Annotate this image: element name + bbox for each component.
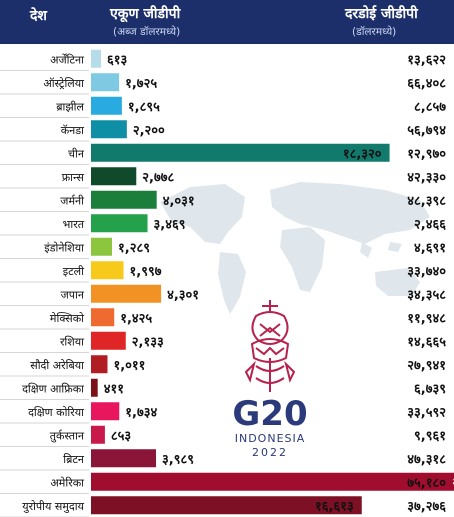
g20-indonesia-logo: G20 INDONESIA 2022: [232, 300, 308, 459]
per-capita-gdp-value-label: ७५,१८०: [407, 476, 446, 491]
gdp-bar: [91, 472, 454, 491]
gdp-bar: [91, 237, 113, 256]
total-gdp-unit: (अब्ज डॉलरमध्ये): [113, 26, 181, 38]
gdp-bar: [91, 261, 124, 280]
gdp-bar: [91, 167, 137, 186]
gdp-bar: [91, 284, 162, 303]
country-label: युरोपीय समुदाय: [22, 500, 84, 513]
total-gdp-value-label: ४११: [104, 382, 124, 397]
gdp-bar: [91, 308, 115, 327]
per-capita-gdp-unit: (डॉलरमध्ये): [352, 26, 397, 38]
total-gdp-value-label: ३,४६९: [154, 217, 186, 232]
total-gdp-value-label: १६,६१३: [315, 499, 354, 514]
total-gdp-value-label: ४,३०१: [167, 288, 199, 303]
total-gdp-value-label: १,७२५: [125, 76, 157, 91]
per-capita-gdp-value-label: ३३,५९२: [407, 405, 446, 420]
country-label: ब्रिटन: [63, 453, 85, 466]
country-label: मेक्सिको: [50, 312, 84, 325]
per-capita-gdp-value-label: ४८,३९८: [407, 194, 446, 209]
total-gdp-value-label: १,०११: [113, 358, 145, 373]
total-gdp-value-label: ३,९८९: [162, 452, 194, 467]
country-label: जपान: [61, 288, 85, 301]
total-gdp-value-label: २,१३३: [132, 335, 164, 350]
per-capita-gdp-column-title: दरडोई जीडीपी: [345, 6, 418, 22]
country-label: दक्षिण आफ्रिका: [22, 382, 84, 395]
per-capita-gdp-value-label: ४,६९१: [414, 241, 446, 256]
country-label: इंडोनेशिया: [44, 241, 84, 254]
world-map-background: [160, 182, 430, 314]
per-capita-gdp-value-label: ८,८५७: [414, 100, 446, 115]
total-gdp-value-label: १८,३२०: [343, 147, 382, 162]
per-capita-gdp-value-label: ४२,३३०: [407, 170, 446, 185]
per-capita-gdp-value-label: ९,९६१: [414, 429, 446, 444]
country-label: इटली: [63, 265, 84, 278]
country-label: फ्रान्स: [62, 171, 85, 184]
gdp-bar: [91, 96, 122, 115]
gdp-bar: [91, 143, 390, 162]
column-header-bar: देश एकूण जीडीपी (अब्ज डॉलरमध्ये) दरडोई ज…: [0, 0, 454, 44]
gdp-bar: [91, 378, 98, 397]
country-label: रशिया: [60, 335, 84, 348]
country-label: भारत: [63, 218, 85, 231]
total-gdp-column-title: एकूण जीडीपी: [110, 6, 181, 22]
country-label: तुर्कस्तान: [50, 429, 85, 442]
gdp-bar: [91, 402, 120, 421]
country-label: अर्जेंटिना: [50, 53, 84, 66]
per-capita-gdp-value-label: ३७,२७६: [407, 499, 446, 514]
gdp-bar: [91, 425, 105, 444]
country-label: कॅनडा: [61, 124, 84, 137]
total-gdp-value-label: ६१३: [107, 53, 128, 68]
per-capita-gdp-value-label: ५६,७९४: [407, 123, 446, 138]
total-gdp-value-label: १,७३४: [125, 405, 157, 420]
total-gdp-value-label: ४,०३१: [163, 194, 195, 209]
country-label-column: [0, 44, 89, 517]
per-capita-gdp-value-label: ३४,३५८: [407, 288, 446, 303]
g20-logo-year: 2022: [252, 446, 288, 459]
g20-logo-text: G20: [232, 394, 307, 434]
per-capita-gdp-value-label: १४,६६५: [407, 335, 446, 350]
country-label: अमेरिका: [50, 476, 84, 489]
gdp-bar: [91, 190, 157, 209]
gdp-bar: [91, 496, 362, 515]
per-capita-gdp-value-label: २७,९४१: [407, 358, 446, 373]
gdp-bar: [91, 449, 157, 468]
g20-logo-country: INDONESIA: [235, 432, 306, 445]
chart-body: G20 INDONESIA 2022 अर्जेंटिना ६१३ १३,६२२ ऑस…: [0, 44, 454, 517]
total-gdp-value-label: १,४२५: [120, 311, 152, 326]
country-label: जर्मनी: [60, 194, 84, 207]
country-label: दक्षिण कोरिया: [28, 406, 84, 419]
total-gdp-value-label: ८५३: [111, 429, 132, 444]
total-gdp-value-label: १,२८९: [118, 241, 150, 256]
country-label: ब्राझील: [56, 100, 84, 113]
per-capita-gdp-value-label: १३,६२२: [407, 53, 446, 68]
gdp-bar: [91, 73, 120, 92]
per-capita-gdp-value-label: ३३,७४०: [407, 264, 446, 279]
country-label: ऑस्ट्रेलिया: [43, 77, 84, 90]
per-capita-gdp-value-label: ११,९४८: [407, 311, 446, 326]
gdp-bar: [91, 120, 127, 139]
country-column-title: देश: [30, 8, 47, 24]
gdp-bar: [91, 355, 108, 374]
country-label: चीन: [68, 147, 85, 160]
total-gdp-value-label: १,८९५: [128, 100, 160, 115]
total-gdp-value-label: २५,०३५: [452, 476, 454, 491]
total-gdp-value-label: २,२००: [133, 123, 165, 138]
total-gdp-value-label: २,७७८: [142, 170, 174, 185]
per-capita-gdp-value-label: १२,९७०: [407, 147, 446, 162]
per-capita-gdp-value-label: ४७,३१८: [407, 452, 446, 467]
per-capita-gdp-value-label: ६,७३९: [414, 382, 446, 397]
gdp-bar: [91, 331, 126, 350]
country-label: सौदी अरेबिया: [30, 359, 84, 372]
gdp-bar: [91, 214, 148, 233]
total-gdp-value-label: १,९९७: [130, 264, 162, 279]
gdp-bar: [91, 49, 101, 68]
per-capita-gdp-value-label: ६६,४०८: [407, 76, 446, 91]
gdp-bar-chart: अर्जेंटिना ६१३ १३,६२२ ऑस्ट्रेलिया १,७२५ ६६,४०…: [0, 44, 454, 517]
per-capita-gdp-value-label: २,४६६: [414, 217, 446, 232]
